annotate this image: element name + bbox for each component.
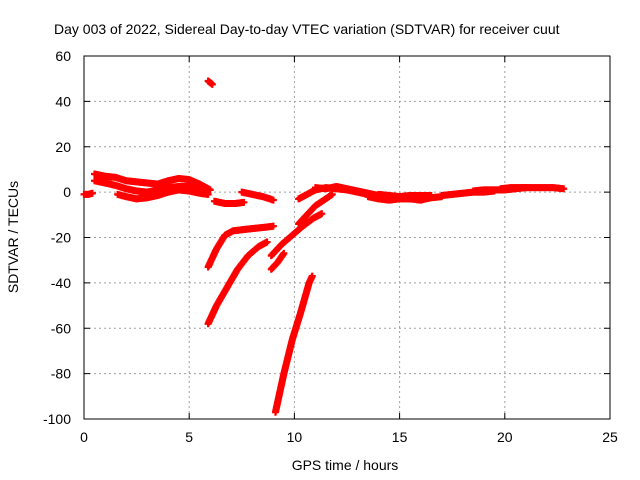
data-point — [280, 249, 288, 257]
x-tick-label: 20 — [497, 429, 513, 445]
plot-frame — [83, 55, 611, 420]
data-point — [204, 190, 212, 198]
data-point — [318, 210, 326, 218]
data-point — [328, 190, 336, 198]
y-tick-label: -60 — [51, 320, 71, 336]
data-point — [560, 185, 568, 193]
data-point — [263, 238, 271, 246]
x-tick-label: 5 — [185, 429, 193, 445]
y-tick-labels: -100 -80 -60 -40 -20 0 20 40 60 — [43, 48, 71, 427]
data-point — [240, 198, 248, 206]
x-tick-label: 15 — [392, 429, 408, 445]
y-tick-label: 0 — [63, 184, 71, 200]
x-tick-label: 10 — [287, 429, 303, 445]
x-tick-labels: 0 5 10 15 20 25 — [80, 429, 618, 445]
chart-title: Day 003 of 2022, Sidereal Day-to-day VTE… — [54, 21, 560, 37]
data-point — [269, 222, 277, 230]
x-tick-label: 0 — [80, 429, 88, 445]
data-point — [269, 196, 277, 204]
y-tick-label: -40 — [51, 275, 71, 291]
data-point — [308, 272, 316, 280]
y-tick-label: -80 — [51, 366, 71, 382]
axis-ticks — [83, 55, 611, 420]
y-tick-label: -20 — [51, 230, 71, 246]
data-point — [208, 80, 216, 88]
y-tick-label: 40 — [55, 93, 71, 109]
data-marks — [80, 77, 568, 416]
data-point — [88, 189, 96, 197]
x-tick-label: 25 — [602, 429, 618, 445]
y-tick-label: -100 — [43, 411, 71, 427]
y-tick-label: 60 — [55, 48, 71, 64]
grid-lines — [84, 56, 610, 419]
data-point — [206, 186, 214, 194]
y-tick-label: 20 — [55, 139, 71, 155]
data-point — [427, 192, 435, 200]
y-axis-title: SDTVAR / TECUs — [5, 181, 21, 293]
x-axis-title: GPS time / hours — [292, 457, 399, 473]
